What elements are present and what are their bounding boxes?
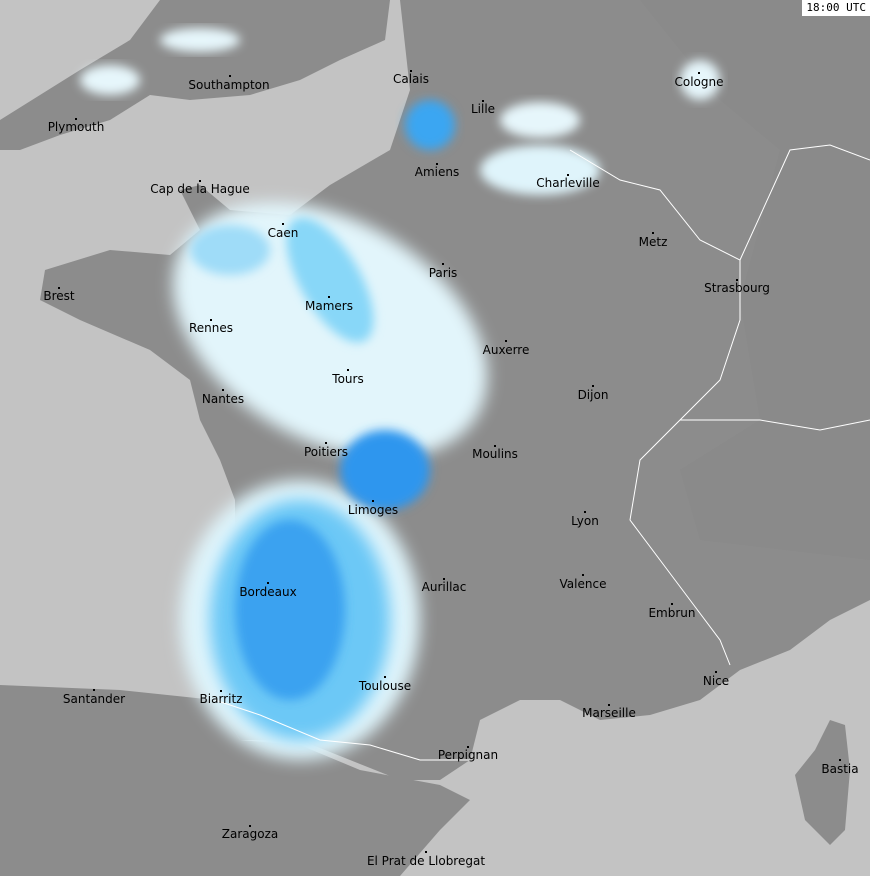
city-label: Calais [392, 72, 430, 86]
country-borders [214, 144, 870, 761]
city-dot [698, 72, 700, 74]
city-dot [608, 704, 610, 706]
city-dot [736, 279, 738, 281]
city-label: Biarritz [199, 692, 243, 706]
precip-area [340, 430, 430, 510]
city-label: Caen [267, 226, 299, 240]
city-label: Nantes [201, 392, 245, 406]
city-label: Mamers [305, 299, 353, 313]
city-label: Amiens [414, 165, 460, 179]
city-dot [425, 851, 427, 853]
timestamp-label: 18:00 UTC [802, 0, 870, 16]
land-corsica [795, 720, 850, 845]
city-label: El Prat de Llobregat [366, 854, 486, 868]
city-label: Auxerre [482, 343, 530, 357]
city-dot [328, 296, 330, 298]
city-label: Paris [428, 266, 458, 280]
city-dot [282, 223, 284, 225]
city-label: Dijon [577, 388, 609, 402]
city-dot [592, 385, 594, 387]
city-dot [582, 574, 584, 576]
land-spain [0, 685, 470, 876]
city-dot [567, 174, 569, 176]
city-label: Perpignan [437, 748, 499, 762]
precip-area [500, 102, 580, 138]
city-label: Cologne [674, 75, 724, 89]
city-dot [210, 319, 212, 321]
city-label: Embrun [648, 606, 696, 620]
city-dot [372, 500, 374, 502]
city-label: Zaragoza [221, 827, 279, 841]
city-label: Moulins [472, 447, 518, 461]
city-dot [220, 690, 222, 692]
city-dot [229, 75, 231, 77]
city-dot [482, 100, 484, 102]
city-label: Aurillac [421, 580, 467, 594]
precip-area [235, 520, 345, 700]
precip-area [160, 28, 240, 52]
city-label: Metz [638, 235, 668, 249]
city-label: Strasbourg [704, 281, 770, 295]
city-dot [652, 232, 654, 234]
city-label: Rennes [188, 321, 234, 335]
city-dot [442, 263, 444, 265]
city-label: Brest [43, 289, 75, 303]
city-dot [75, 118, 77, 120]
city-label: Bastia [821, 762, 859, 776]
city-dot [384, 676, 386, 678]
city-dot [93, 689, 95, 691]
city-label: Plymouth [47, 120, 105, 134]
city-dot [443, 578, 445, 580]
city-dot [58, 287, 60, 289]
city-label: Cap de la Hague [150, 182, 250, 196]
city-dot [467, 746, 469, 748]
city-dot [839, 759, 841, 761]
precip-area [190, 225, 270, 275]
precip-area [286, 217, 374, 343]
city-dot [325, 442, 327, 444]
city-dot [505, 340, 507, 342]
city-label: Toulouse [358, 679, 412, 693]
city-dot [222, 389, 224, 391]
precip-area [480, 145, 600, 195]
city-dot [584, 511, 586, 513]
city-dot [249, 825, 251, 827]
city-dot [494, 445, 496, 447]
city-label: Nice [702, 674, 730, 688]
city-dot [267, 582, 269, 584]
city-dot [347, 369, 349, 371]
precip-area [405, 100, 455, 150]
city-dot [199, 180, 201, 182]
city-label: Tours [332, 372, 364, 386]
city-label: Southampton [188, 78, 270, 92]
city-dot [671, 603, 673, 605]
city-label: Lille [470, 102, 496, 116]
precip-area [680, 60, 720, 100]
city-label: Poitiers [303, 445, 349, 459]
city-label: Valence [559, 577, 607, 591]
land-uk [0, 0, 390, 150]
city-label: Charleville [536, 176, 600, 190]
city-label: Bordeaux [239, 585, 297, 599]
land-germany [640, 0, 870, 560]
city-label: Lyon [571, 514, 599, 528]
city-dot [436, 163, 438, 165]
city-dot [410, 70, 412, 72]
city-label: Santander [62, 692, 126, 706]
city-dot [715, 671, 717, 673]
city-label: Limoges [347, 503, 399, 517]
city-label: Marseille [582, 706, 636, 720]
precip-area [80, 65, 140, 95]
radar-precipitation [80, 28, 720, 760]
